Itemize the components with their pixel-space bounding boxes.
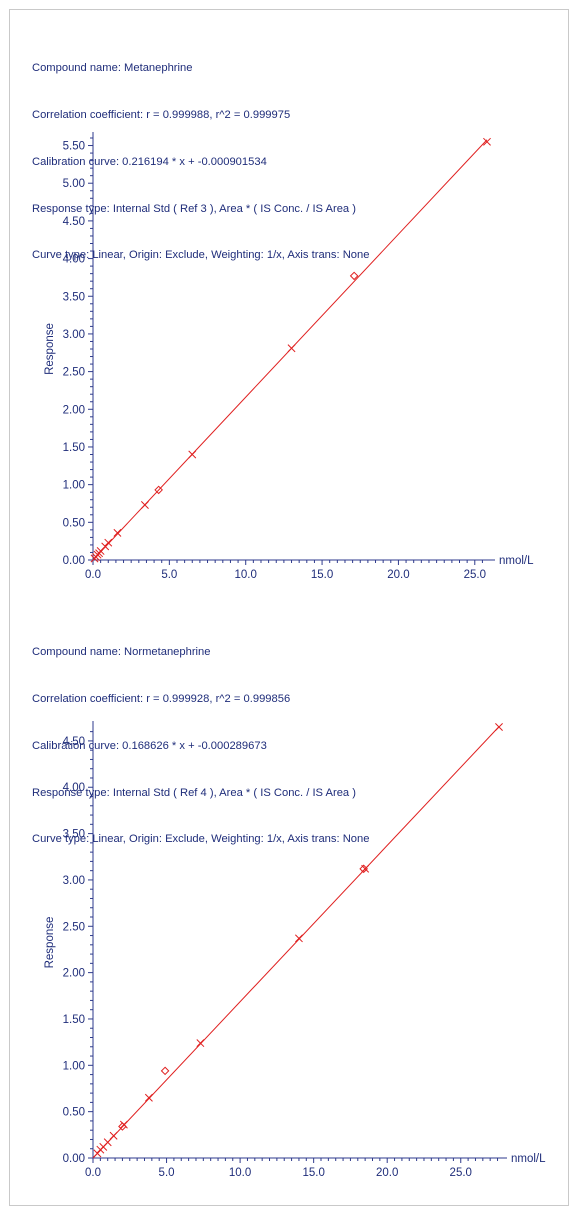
y-tick-label: 3.50: [63, 291, 85, 303]
chart-1-info: Compound name: Metanephrine Correlation …: [32, 30, 369, 280]
data-point-excluded: [359, 864, 368, 874]
info-correlation: Correlation coefficient: r = 0.999988, r…: [32, 108, 291, 121]
y-tick-label: 4.50: [63, 216, 85, 228]
y-tick-label: 0.50: [63, 1107, 85, 1119]
data-point: [196, 1039, 205, 1048]
y-tick-label: 1.00: [63, 1060, 85, 1072]
y-tick-label: 4.00: [63, 254, 85, 266]
x-tick-label: 25.0: [450, 1167, 472, 1179]
data-point-excluded: [154, 485, 163, 495]
x-axis-label: nmol/L: [511, 1153, 546, 1165]
y-tick-label: 3.00: [63, 329, 85, 341]
figure-frame: [9, 9, 569, 1206]
data-point: [483, 137, 491, 146]
info-curve-type: Curve type: Linear, Origin: Exclude, Wei…: [32, 833, 370, 846]
y-axis-label: Response: [44, 323, 56, 375]
data-point: [101, 542, 110, 551]
x-tick-label: 5.0: [161, 569, 177, 581]
info-correlation: Correlation coefficient: r = 0.999928, r…: [32, 692, 291, 705]
y-tick-label: 3.00: [63, 875, 85, 887]
calibration-fit-line: [92, 726, 500, 1159]
x-tick-label: 5.0: [159, 1167, 175, 1179]
chart-metanephrine: 0.00 0.50 1.00 1.50 2.00 2.50 3.00 3.50 4.00 4.50…: [44, 132, 534, 581]
x-tick-label: 15.0: [302, 1167, 324, 1179]
x-tick-label: 15.0: [311, 569, 333, 581]
data-point: [113, 528, 122, 537]
y-tick-label: 3.50: [63, 829, 85, 841]
data-point-excluded: [349, 271, 359, 281]
info-curve-type: Curve type: Linear, Origin: Exclude, Wei…: [32, 249, 370, 262]
data-point: [495, 723, 503, 731]
data-point: [294, 934, 303, 943]
y-tick-label: 0.00: [63, 555, 85, 567]
data-point: [119, 1120, 128, 1129]
info-compound-name: Compound name: Metanephrine: [32, 62, 193, 75]
data-point: [188, 450, 197, 459]
y-tick-label: 2.50: [63, 921, 85, 933]
y-tick-label: 2.00: [63, 404, 85, 416]
chart-2-info: Compound name: Normetanephrine Correlati…: [32, 614, 369, 864]
y-axis-label: Response: [44, 917, 56, 969]
data-point: [144, 1093, 153, 1102]
y-tick-label: 2.00: [63, 968, 85, 980]
y-tick-label: 5.00: [63, 178, 85, 190]
x-tick-label: 10.0: [235, 569, 257, 581]
x-tick-label: 0.0: [85, 569, 101, 581]
y-tick-label: 2.50: [63, 367, 85, 379]
y-tick-label: 1.50: [63, 442, 85, 454]
y-tick-label: 0.50: [63, 517, 85, 529]
data-point: [93, 1149, 102, 1158]
y-tick-label: 0.00: [63, 1153, 85, 1165]
info-response-type: Response type: Internal Std ( Ref 4 ), A…: [32, 786, 356, 799]
x-tick-label: 25.0: [464, 569, 486, 581]
chart-normetanephrine: 0.00 0.50 1.00 1.50 2.00 2.50 3.00 3.50 4.00 4.50…: [44, 721, 546, 1179]
x-axis-label: nmol/L: [499, 555, 534, 567]
info-compound-name: Compound name: Normetanephrine: [32, 646, 211, 659]
data-point: [95, 549, 104, 558]
x-tick-label: 0.0: [85, 1167, 101, 1179]
info-response-type: Response type: Internal Std ( Ref 3 ), A…: [32, 202, 356, 215]
x-tick-label: 20.0: [376, 1167, 398, 1179]
data-point: [103, 1138, 112, 1147]
data-point: [287, 344, 296, 353]
y-tick-label: 4.50: [63, 736, 85, 748]
data-point-excluded: [160, 1066, 170, 1076]
data-point: [104, 538, 113, 547]
info-calibration-curve: Calibration curve: 0.168626 * x + -0.000…: [32, 739, 267, 752]
data-point: [140, 501, 149, 509]
info-calibration-curve: Calibration curve: 0.216194 * x + -0.000…: [32, 155, 267, 168]
y-tick-label: 1.00: [63, 480, 85, 492]
data-point: [109, 1131, 118, 1140]
data-point: [361, 864, 370, 873]
x-tick-label: 10.0: [229, 1167, 251, 1179]
y-tick-label: 4.00: [63, 782, 85, 794]
y-tick-label: 1.50: [63, 1014, 85, 1026]
data-point: [92, 553, 101, 561]
y-tick-label: 5.50: [63, 141, 85, 153]
x-tick-label: 20.0: [387, 569, 409, 581]
